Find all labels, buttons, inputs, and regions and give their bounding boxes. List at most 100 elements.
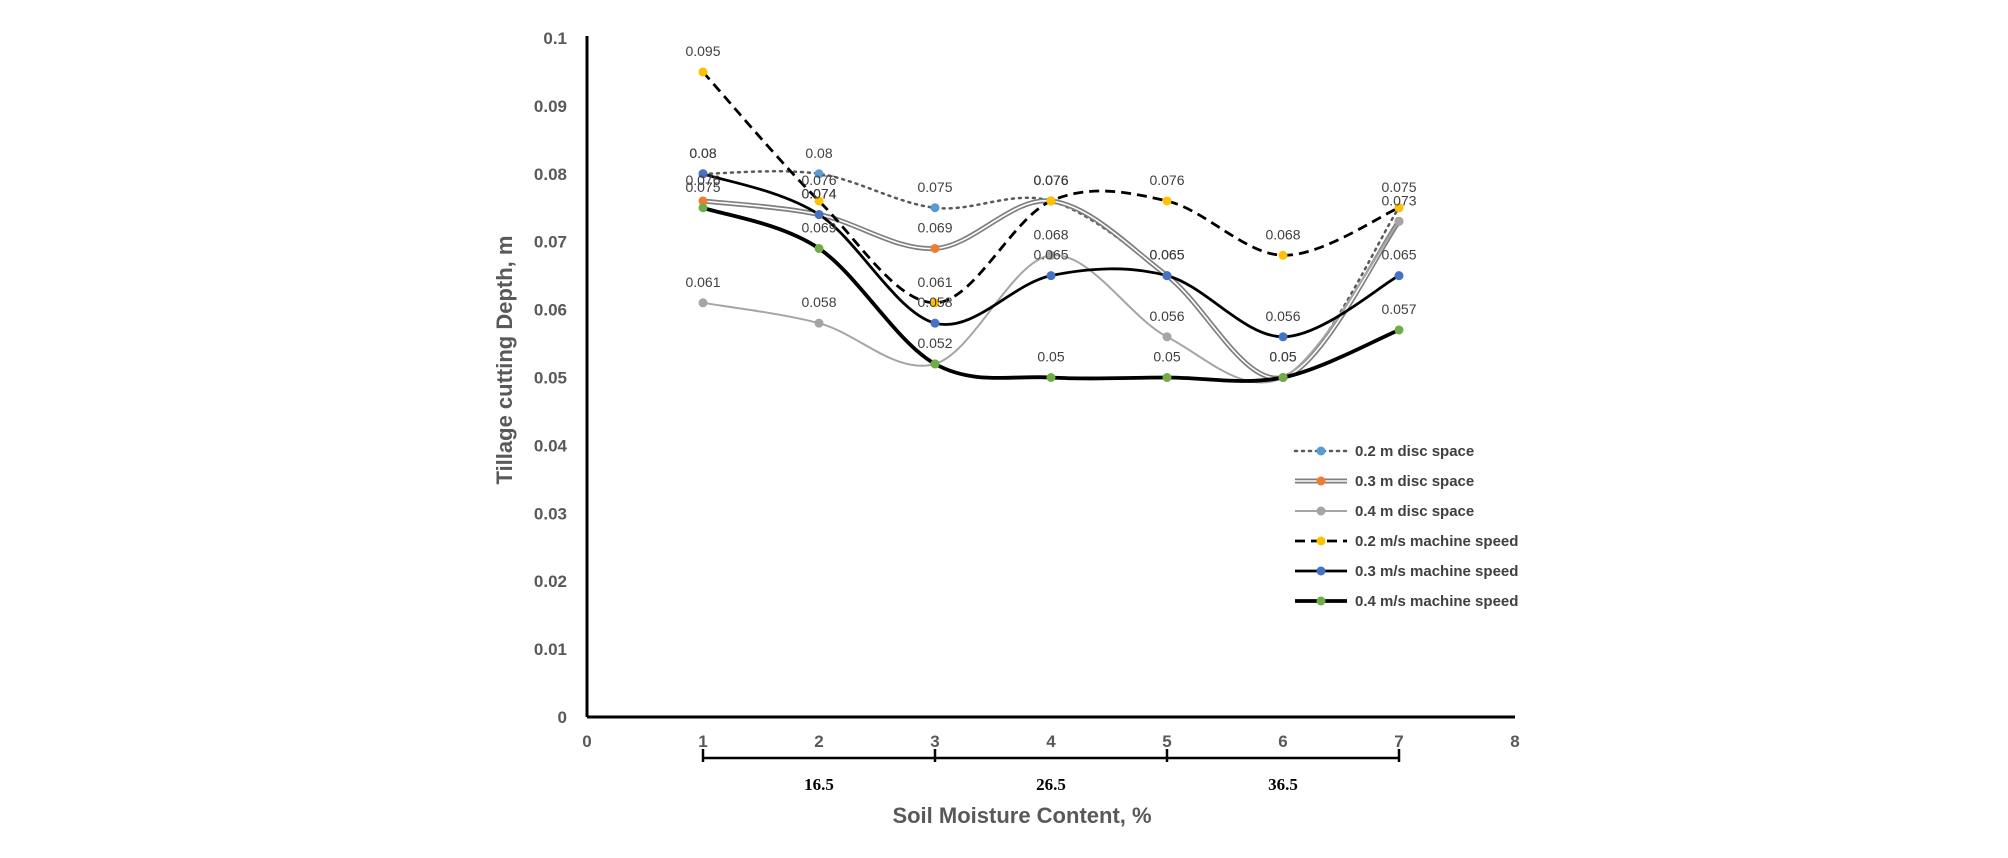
data-label: 0.076 xyxy=(1033,172,1068,188)
legend-marker xyxy=(1316,536,1326,546)
data-label: 0.069 xyxy=(917,219,952,235)
data-label: 0.076 xyxy=(1033,172,1068,188)
y-tick-label: 0.05 xyxy=(534,369,567,388)
data-point xyxy=(930,298,940,308)
data-label: 0.065 xyxy=(1033,247,1068,263)
data-label: 0.068 xyxy=(1265,226,1300,242)
data-point xyxy=(1046,250,1056,260)
data-point xyxy=(814,243,824,253)
x-tick-label: 8 xyxy=(1510,732,1519,751)
x-tick-label: 5 xyxy=(1162,732,1171,751)
data-label: 0.075 xyxy=(1381,179,1416,195)
data-point xyxy=(930,318,940,328)
y-tick-label: 0.06 xyxy=(534,301,567,320)
data-point xyxy=(1278,332,1288,342)
data-point xyxy=(814,210,824,220)
legend-marker xyxy=(1316,476,1326,486)
data-point xyxy=(1278,373,1288,382)
legend-label: 0.3 m disc space xyxy=(1355,473,1474,490)
legend-label: 0.2 m/s machine speed xyxy=(1355,533,1518,550)
x-tick-label: 0 xyxy=(582,732,591,751)
y-tick-label: 0.07 xyxy=(534,233,567,252)
data-point xyxy=(814,169,824,179)
data-label: 0.08 xyxy=(689,145,716,161)
x-tick-label: 6 xyxy=(1278,732,1287,751)
data-point xyxy=(1162,196,1172,206)
data-label: 0.05 xyxy=(1037,349,1064,365)
data-label: 0.075 xyxy=(917,179,952,195)
data-point xyxy=(698,169,708,179)
data-label: 0.069 xyxy=(801,219,836,235)
y-tick-label: 0.1 xyxy=(543,29,567,48)
data-point xyxy=(930,243,940,253)
legend-label: 0.3 m/s machine speed xyxy=(1355,563,1518,580)
data-label: 0.08 xyxy=(805,145,832,161)
data-point xyxy=(698,67,708,77)
data-point xyxy=(1046,196,1056,206)
data-point xyxy=(1162,332,1172,342)
data-point xyxy=(814,318,824,328)
moisture-group-label: 36.5 xyxy=(1268,775,1298,794)
data-label: 0.065 xyxy=(1381,247,1416,263)
data-point xyxy=(1394,271,1404,281)
data-label: 0.061 xyxy=(917,274,952,290)
y-tick-label: 0.01 xyxy=(534,640,567,659)
data-point xyxy=(698,196,708,206)
x-tick-label: 4 xyxy=(1046,732,1056,751)
moisture-group-label: 26.5 xyxy=(1036,775,1066,794)
legend-label: 0.2 m disc space xyxy=(1355,443,1474,460)
x-tick-label: 2 xyxy=(814,732,823,751)
legend-label: 0.4 m disc space xyxy=(1355,503,1474,520)
data-point xyxy=(1046,271,1056,281)
y-tick-label: 0.02 xyxy=(534,572,567,591)
data-point xyxy=(1046,373,1056,382)
legend-marker xyxy=(1316,596,1326,606)
y-tick-label: 0.04 xyxy=(534,436,568,455)
data-point xyxy=(930,359,940,369)
data-label: 0.058 xyxy=(801,294,836,310)
y-tick-label: 0.03 xyxy=(534,504,567,523)
series-line xyxy=(701,71,1400,305)
data-label: 0.074 xyxy=(801,186,836,202)
data-label: 0.05 xyxy=(1269,349,1296,365)
data-point xyxy=(1162,271,1172,281)
data-label: 0.068 xyxy=(1033,226,1068,242)
legend-marker xyxy=(1316,506,1326,516)
data-label: 0.074 xyxy=(801,186,836,202)
data-label: 0.056 xyxy=(1265,308,1300,324)
x-tick-label: 3 xyxy=(930,732,939,751)
data-point xyxy=(814,196,824,206)
moisture-group-label: 16.5 xyxy=(804,775,834,794)
legend-marker xyxy=(1316,446,1326,456)
data-label: 0.05 xyxy=(1153,349,1180,365)
y-axis-title: Tillage cutting Depth, m xyxy=(492,236,517,485)
legend-label: 0.4 m/s machine speed xyxy=(1355,593,1518,610)
data-point xyxy=(1278,250,1288,260)
data-label: 0.052 xyxy=(917,335,952,351)
data-label: 0.058 xyxy=(917,294,952,310)
data-label: 0.076 xyxy=(1033,172,1068,188)
data-label: 0.065 xyxy=(1149,247,1184,263)
data-label: 0.095 xyxy=(685,43,720,59)
x-tick-label: 1 xyxy=(698,732,707,751)
data-point xyxy=(698,203,708,213)
data-label: 0.073 xyxy=(1381,192,1416,208)
data-label: 0.076 xyxy=(685,172,720,188)
y-tick-label: 0 xyxy=(558,708,567,727)
data-label: 0.057 xyxy=(1381,301,1416,317)
data-point xyxy=(698,298,708,308)
data-point xyxy=(930,203,940,213)
data-label: 0.075 xyxy=(685,179,720,195)
y-tick-label: 0.09 xyxy=(534,97,567,116)
data-point xyxy=(1394,216,1404,226)
series-line xyxy=(702,220,1400,384)
data-label: 0.076 xyxy=(1149,172,1184,188)
data-label: 0.065 xyxy=(1149,247,1184,263)
data-point xyxy=(1394,203,1404,213)
x-axis-title: Soil Moisture Content, % xyxy=(892,803,1151,828)
data-label: 0.08 xyxy=(689,145,716,161)
data-label: 0.061 xyxy=(685,274,720,290)
data-label: 0.076 xyxy=(801,172,836,188)
